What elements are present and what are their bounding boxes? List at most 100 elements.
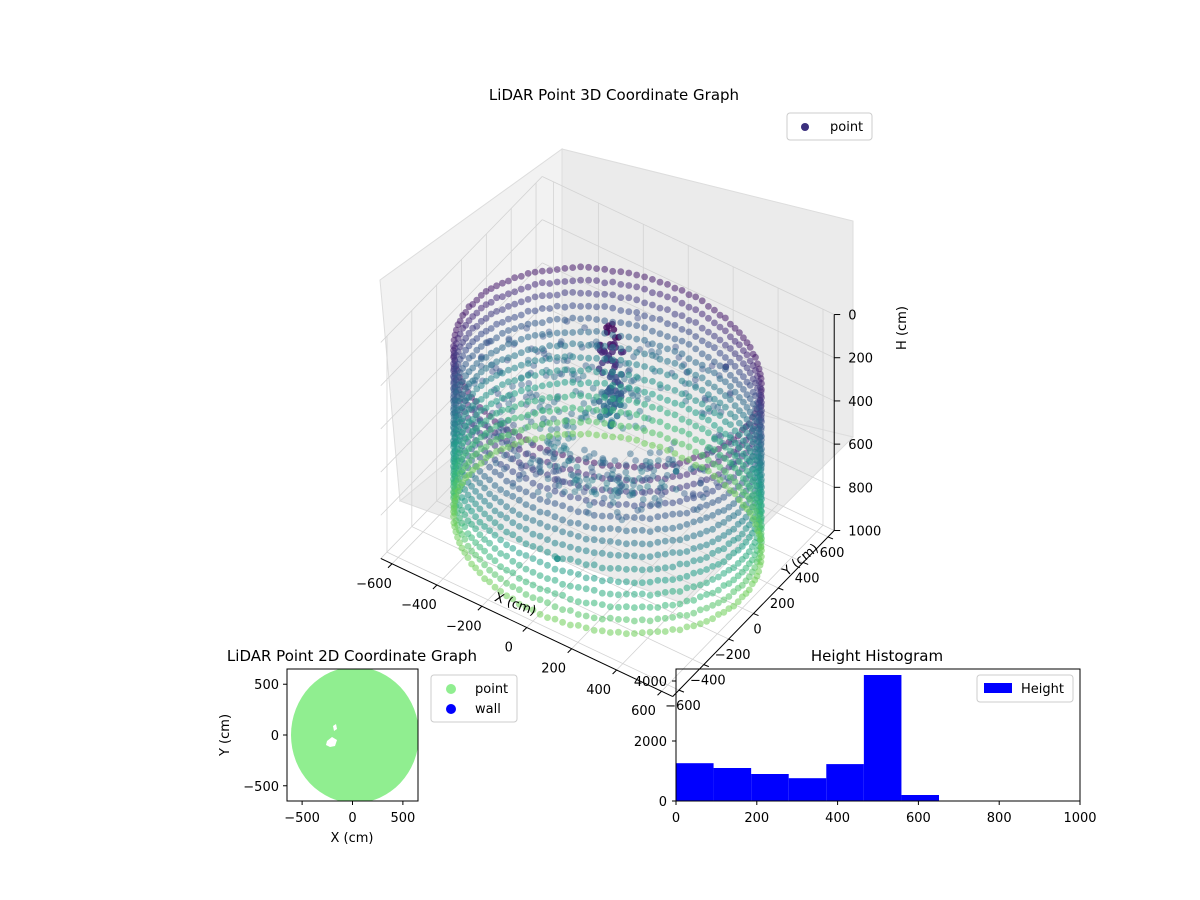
point-marker-3d	[511, 390, 519, 397]
point-marker-3d	[722, 327, 729, 335]
point-marker-3d	[633, 335, 641, 343]
point-marker-3d	[669, 626, 677, 633]
point-marker-3d	[529, 452, 537, 460]
point-marker-3d	[720, 532, 728, 539]
point-marker-3d	[461, 511, 469, 519]
point-marker-3d	[555, 477, 563, 485]
point-marker-3d	[544, 458, 551, 466]
point-marker-3d	[465, 458, 473, 466]
chart-2d: LiDAR Point 2D Coordinate Graph −500 0 500…	[218, 647, 518, 846]
point-marker-3d	[642, 461, 650, 469]
point-marker-3d	[499, 329, 506, 337]
point-marker-3d	[720, 596, 728, 604]
point-marker-3d	[678, 337, 686, 345]
point-marker-3d	[536, 610, 544, 618]
point-marker-3d	[522, 552, 530, 559]
point-marker-3d	[561, 278, 569, 285]
point-marker-3d	[481, 472, 488, 480]
point-marker-3d	[715, 508, 722, 516]
z-tick-label-3d: 200	[848, 352, 873, 367]
point-marker-3d	[678, 401, 686, 409]
point-marker-3d	[469, 377, 477, 385]
point-marker-3d	[629, 491, 637, 498]
point-marker-3d	[499, 445, 506, 453]
point-marker-3d	[590, 536, 598, 544]
point-marker-3d	[609, 344, 617, 351]
point-marker-3d	[503, 503, 510, 511]
point-marker-3d	[468, 495, 475, 503]
point-marker-3d	[654, 590, 662, 598]
point-marker-3d	[617, 396, 625, 404]
point-marker-3d	[671, 387, 679, 394]
point-marker-3d	[655, 457, 662, 465]
point-marker-3d	[746, 509, 754, 517]
point-marker-3d	[740, 462, 747, 469]
point-marker-3d	[574, 472, 582, 480]
point-marker-3d	[561, 488, 568, 496]
point-marker-3d	[531, 397, 539, 405]
histogram-bar	[676, 763, 714, 801]
point-marker-3d	[636, 484, 644, 492]
point-marker-3d	[499, 279, 506, 287]
point-marker-3d	[493, 282, 500, 290]
point-marker-3d	[656, 443, 664, 451]
point-marker-3d	[711, 319, 718, 327]
point-marker-3d	[505, 366, 512, 374]
point-marker-3d	[638, 462, 646, 470]
y-tick-label-3d: 0	[753, 623, 761, 638]
point-marker-3d	[515, 471, 523, 479]
point-marker-3d	[615, 539, 622, 546]
point-marker-3d	[620, 402, 628, 410]
point-marker-3d	[459, 390, 467, 398]
point-marker-3d	[529, 517, 537, 524]
point-marker-3d	[758, 553, 765, 560]
point-marker-3d	[632, 457, 639, 464]
point-marker-3d	[487, 349, 495, 357]
point-marker-3d	[542, 448, 550, 456]
point-marker-3d	[561, 417, 569, 425]
point-marker-3d	[685, 303, 693, 311]
grid-3d-line	[542, 348, 835, 488]
x-tick-3d	[567, 648, 573, 654]
point-marker-3d	[702, 485, 710, 493]
z-tick-label-3d: 0	[848, 309, 856, 324]
point-marker-3d	[622, 468, 630, 476]
point-marker-3d	[452, 528, 460, 536]
point-marker-3d	[487, 388, 495, 396]
point-marker-3d	[633, 271, 641, 279]
point-marker-3d	[509, 468, 517, 476]
point-marker-3d	[731, 388, 739, 396]
point-marker-3d	[692, 319, 700, 326]
point-marker-3d	[503, 514, 510, 522]
point-marker-3d	[505, 400, 513, 408]
point-marker-3d	[649, 276, 656, 283]
point-marker-3d	[705, 353, 712, 361]
point-marker-3d	[623, 552, 630, 560]
point-marker-3d	[736, 469, 743, 477]
point-marker-3d	[567, 569, 574, 576]
point-marker-3d	[492, 459, 500, 467]
point-marker-3d	[511, 352, 519, 360]
point-marker-3d	[509, 557, 517, 565]
point-marker-3d	[487, 361, 495, 369]
point-marker-3d	[740, 398, 747, 406]
point-marker-3d	[509, 569, 517, 577]
point-marker-3d	[672, 486, 680, 493]
point-marker-3d	[711, 446, 718, 454]
point-marker-3d	[574, 558, 582, 565]
point-marker-3d	[598, 615, 606, 623]
point-marker-3d	[671, 295, 679, 303]
point-marker-3d	[593, 277, 600, 284]
point-marker-3d	[671, 347, 679, 355]
point-marker-3d	[642, 457, 650, 465]
x-tick-3d	[387, 563, 393, 569]
point-marker-3d	[517, 298, 525, 306]
point-marker-3d	[736, 394, 743, 401]
point-marker-3d	[544, 446, 551, 454]
point-marker-3d	[505, 443, 512, 451]
y-tick-3d	[728, 638, 734, 642]
point-marker-3d	[641, 489, 649, 497]
point-marker-3d	[623, 616, 630, 623]
point-marker-3d	[499, 381, 506, 388]
point-marker-3d	[487, 375, 495, 382]
